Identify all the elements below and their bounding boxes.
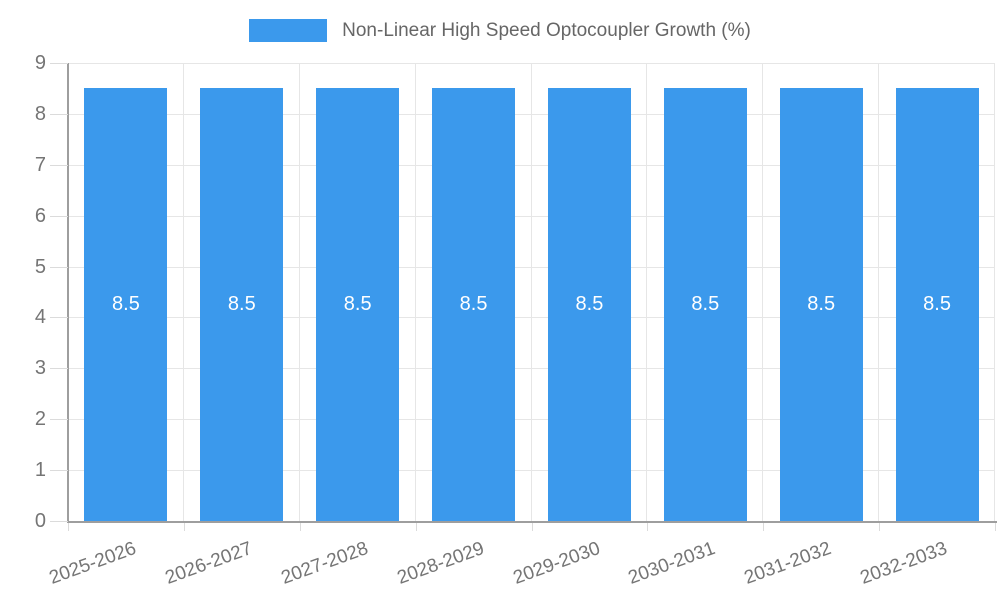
y-grid-line	[68, 470, 995, 472]
bar[interactable]: 8.5	[779, 88, 863, 521]
x-tick-label: 2028-2029	[394, 538, 487, 589]
x-tick-label: 2027-2028	[278, 538, 371, 589]
x-tick-mark	[647, 523, 649, 531]
x-tick-mark	[299, 523, 301, 531]
x-axis-line	[67, 521, 997, 523]
x-tick-mark	[183, 523, 185, 531]
y-tick-label: 5	[34, 255, 46, 278]
x-tick-label: 2025-2026	[46, 538, 140, 589]
y-grid-line	[68, 215, 995, 217]
bar[interactable]: 8.5	[84, 88, 168, 521]
y-grid-line	[68, 266, 995, 268]
x-tick-mark	[415, 523, 417, 531]
y-tick-label: 2	[34, 408, 46, 431]
x-tick-mark	[879, 523, 881, 531]
y-tick-mark	[50, 317, 68, 319]
x-grid-line	[182, 63, 184, 521]
x-tick-label: 2030-2031	[625, 538, 719, 589]
x-grid-line	[298, 63, 300, 521]
x-tick-label: 2029-2030	[510, 538, 603, 589]
bar[interactable]: 8.5	[663, 88, 747, 521]
x-grid-line	[994, 63, 995, 521]
bar-value-label: 8.5	[691, 293, 720, 316]
y-grid-line	[68, 419, 995, 421]
legend[interactable]: Non-Linear High Speed Optocoupler Growth…	[0, 19, 1000, 42]
bar-value-label: 8.5	[807, 293, 836, 316]
x-tick-mark	[68, 523, 69, 531]
y-tick-mark	[50, 521, 68, 522]
legend-swatch-icon	[249, 19, 328, 42]
y-grid-line	[68, 164, 995, 166]
y-tick-mark	[50, 164, 68, 166]
x-grid-line	[762, 63, 764, 521]
legend-label: Non-Linear High Speed Optocoupler Growth…	[342, 20, 751, 41]
x-tick-mark	[995, 523, 996, 531]
y-tick-mark	[50, 215, 68, 217]
bar[interactable]: 8.5	[200, 88, 284, 521]
y-tick-mark	[50, 470, 68, 472]
y-tick-label: 3	[34, 357, 46, 380]
y-tick-label: 8	[34, 102, 46, 125]
y-tick-mark	[50, 113, 68, 115]
bar[interactable]: 8.5	[547, 88, 631, 521]
bar[interactable]: 8.5	[432, 88, 516, 521]
x-tick-mark	[763, 523, 765, 531]
y-tick-label: 1	[34, 459, 46, 482]
y-tick-mark	[50, 368, 68, 370]
x-tick-mark	[531, 523, 533, 531]
y-grid-line	[68, 113, 995, 115]
y-tick-mark	[50, 419, 68, 421]
y-tick-mark	[50, 63, 68, 64]
bar[interactable]: 8.5	[895, 88, 979, 521]
bar-value-label: 8.5	[575, 293, 604, 316]
x-grid-line	[414, 63, 416, 521]
bar-value-label: 8.5	[343, 293, 372, 316]
x-grid-line	[530, 63, 532, 521]
x-tick-label: 2032-2033	[857, 538, 951, 589]
x-tick-label: 2031-2032	[741, 538, 835, 589]
y-grid-line	[68, 63, 995, 64]
x-tick-label: 2026-2027	[162, 538, 255, 589]
x-grid-line	[878, 63, 880, 521]
y-tick-label: 9	[34, 52, 46, 74]
bar-value-label: 8.5	[112, 293, 140, 316]
bar-value-label: 8.5	[923, 293, 951, 316]
bar-value-label: 8.5	[227, 293, 256, 316]
bar[interactable]: 8.5	[316, 88, 400, 521]
y-tick-mark	[50, 266, 68, 268]
y-axis-line	[67, 63, 69, 523]
bar-value-label: 8.5	[459, 293, 488, 316]
y-grid-line	[68, 317, 995, 319]
y-tick-label: 0	[34, 510, 46, 532]
plot-area: 8.5 8.5 8.5 8.5 8.5 8.5 8.5 8.5	[68, 63, 995, 521]
x-grid-line	[646, 63, 648, 521]
y-grid-line	[68, 368, 995, 370]
y-tick-label: 4	[34, 306, 46, 329]
y-tick-label: 6	[34, 204, 46, 227]
y-tick-label: 7	[34, 153, 46, 176]
